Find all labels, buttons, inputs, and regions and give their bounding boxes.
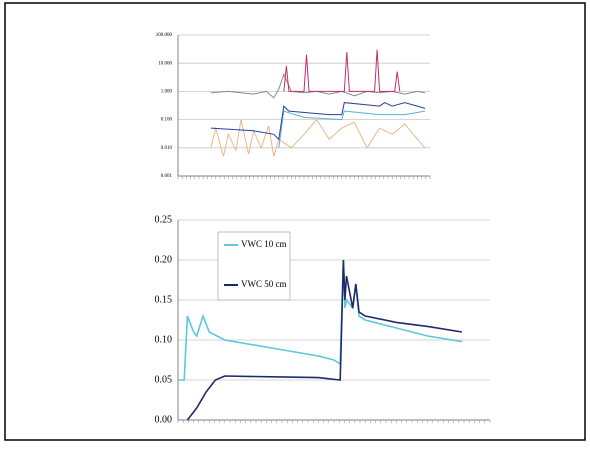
- series-line: [178, 259, 463, 381]
- series-line: [283, 49, 401, 92]
- y-tick-label: 0.05: [155, 374, 173, 385]
- y-tick-label: 0.010: [161, 146, 173, 151]
- frame: [4, 2, 586, 441]
- series-line: [210, 118, 426, 157]
- series-line: [278, 110, 426, 148]
- legend-box: [217, 231, 291, 301]
- y-tick-label: 0.10: [155, 334, 173, 345]
- y-tick-label: 0.00: [155, 414, 173, 425]
- y-tick-label: 1.000: [161, 90, 173, 95]
- y-tick-label: 0.20: [155, 254, 173, 265]
- series-line: [186, 259, 463, 421]
- series-line: [210, 102, 426, 141]
- legend-label: VWC 10 cm: [241, 239, 287, 249]
- y-tick-label: 10.000: [158, 61, 172, 66]
- y-tick-label: 100.000: [156, 33, 173, 38]
- y-tick-label: 0.001: [161, 174, 173, 179]
- y-tick-label: 0.25: [155, 214, 173, 225]
- legend-label: VWC 50 cm: [241, 279, 287, 289]
- y-tick-label: 0.15: [155, 294, 173, 305]
- y-tick-label: 0.100: [161, 118, 173, 123]
